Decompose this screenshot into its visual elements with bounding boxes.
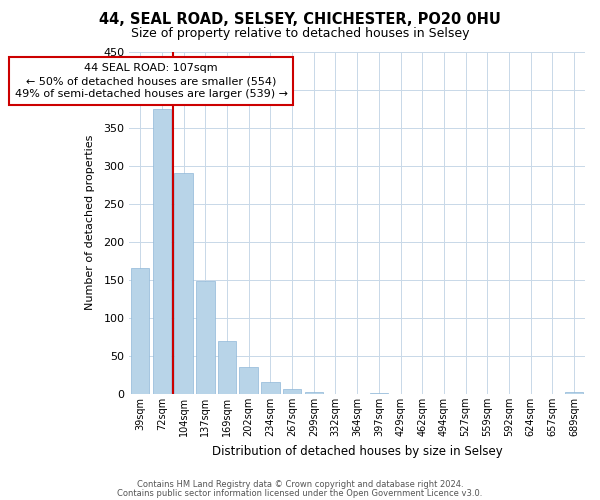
Bar xyxy=(239,368,258,394)
Bar xyxy=(305,392,323,394)
Bar xyxy=(196,282,215,394)
Bar xyxy=(218,340,236,394)
Bar xyxy=(261,382,280,394)
Bar xyxy=(565,392,583,394)
Text: 44 SEAL ROAD: 107sqm
← 50% of detached houses are smaller (554)
49% of semi-deta: 44 SEAL ROAD: 107sqm ← 50% of detached h… xyxy=(14,63,287,100)
Bar xyxy=(370,393,388,394)
Text: Size of property relative to detached houses in Selsey: Size of property relative to detached ho… xyxy=(131,28,469,40)
Y-axis label: Number of detached properties: Number of detached properties xyxy=(85,135,95,310)
Bar xyxy=(131,268,149,394)
Text: Contains public sector information licensed under the Open Government Licence v3: Contains public sector information licen… xyxy=(118,490,482,498)
Text: Contains HM Land Registry data © Crown copyright and database right 2024.: Contains HM Land Registry data © Crown c… xyxy=(137,480,463,489)
Bar xyxy=(283,388,301,394)
Bar xyxy=(152,108,171,394)
Text: 44, SEAL ROAD, SELSEY, CHICHESTER, PO20 0HU: 44, SEAL ROAD, SELSEY, CHICHESTER, PO20 … xyxy=(99,12,501,28)
X-axis label: Distribution of detached houses by size in Selsey: Distribution of detached houses by size … xyxy=(212,444,503,458)
Bar xyxy=(175,173,193,394)
